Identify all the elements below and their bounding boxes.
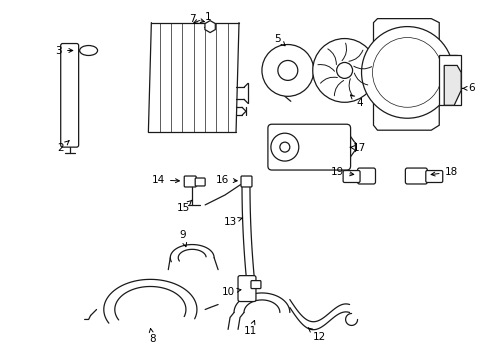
Text: 9: 9: [179, 230, 186, 247]
Text: 13: 13: [223, 217, 242, 227]
Text: 15: 15: [176, 200, 192, 213]
Text: 5: 5: [274, 33, 285, 46]
FancyArrowPatch shape: [334, 81, 343, 96]
FancyArrowPatch shape: [348, 50, 362, 61]
Text: 4: 4: [350, 95, 362, 108]
Text: 12: 12: [307, 328, 325, 342]
Text: 2: 2: [57, 141, 69, 153]
FancyArrowPatch shape: [354, 73, 367, 85]
Text: 10: 10: [221, 287, 241, 297]
Circle shape: [270, 133, 298, 161]
Text: 11: 11: [243, 320, 256, 336]
Text: 6: 6: [461, 84, 473, 93]
FancyArrowPatch shape: [348, 79, 352, 96]
Bar: [438, 55, 460, 105]
Circle shape: [262, 45, 313, 96]
FancyBboxPatch shape: [184, 176, 196, 187]
Polygon shape: [443, 66, 460, 105]
Circle shape: [372, 37, 441, 107]
FancyBboxPatch shape: [238, 276, 255, 302]
Circle shape: [336, 62, 352, 78]
FancyBboxPatch shape: [357, 168, 375, 184]
Text: 18: 18: [430, 167, 457, 177]
Text: 3: 3: [55, 45, 73, 55]
FancyArrowPatch shape: [353, 66, 371, 69]
Text: 7: 7: [188, 14, 204, 24]
Text: 1: 1: [193, 12, 211, 23]
Circle shape: [312, 39, 376, 102]
FancyArrowPatch shape: [341, 43, 346, 60]
Text: 14: 14: [151, 175, 179, 185]
FancyArrowPatch shape: [320, 77, 337, 83]
Text: 16: 16: [215, 175, 237, 185]
Text: 19: 19: [330, 167, 353, 177]
FancyBboxPatch shape: [250, 280, 261, 289]
FancyArrowPatch shape: [317, 64, 334, 71]
FancyBboxPatch shape: [195, 178, 205, 186]
FancyBboxPatch shape: [241, 176, 251, 187]
FancyBboxPatch shape: [405, 168, 427, 184]
FancyBboxPatch shape: [343, 171, 359, 183]
Polygon shape: [373, 19, 460, 130]
FancyBboxPatch shape: [425, 171, 442, 183]
FancyBboxPatch shape: [267, 124, 350, 170]
FancyBboxPatch shape: [61, 44, 79, 147]
Text: 17: 17: [349, 143, 366, 153]
Ellipse shape: [80, 45, 98, 55]
Circle shape: [279, 142, 289, 152]
FancyArrowPatch shape: [327, 49, 336, 64]
Text: 8: 8: [149, 328, 155, 345]
Circle shape: [361, 27, 452, 118]
Circle shape: [277, 60, 297, 80]
